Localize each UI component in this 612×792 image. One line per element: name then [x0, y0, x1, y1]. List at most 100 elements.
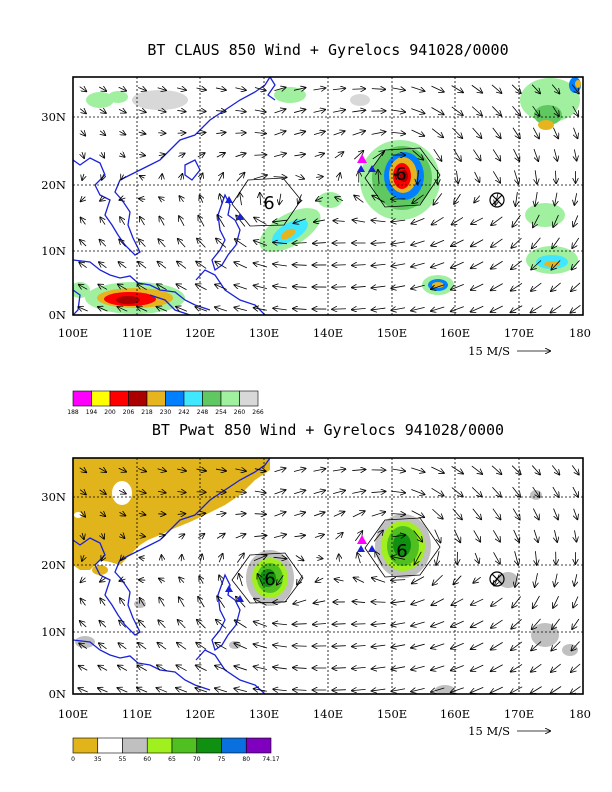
- wind-arrow: [535, 573, 538, 587]
- wind-arrow: [216, 492, 226, 493]
- wind-arrow: [456, 170, 458, 183]
- wind-arrow: [339, 554, 340, 562]
- wind-arrow: [391, 286, 406, 289]
- wind-arrow: [391, 557, 406, 560]
- wind-arrow: [279, 193, 281, 205]
- wind-arrow: [411, 510, 424, 517]
- xtick-label: 100E: [58, 326, 88, 340]
- wind-arrow: [79, 468, 87, 473]
- wind-arrow: [452, 127, 462, 138]
- colorbar-tick-label: 35: [94, 756, 102, 763]
- wind-arrow: [294, 512, 305, 515]
- wind-arrow: [431, 284, 445, 289]
- wind-arrow: [431, 621, 445, 626]
- wind-arrow: [254, 88, 266, 91]
- colorbar-tick-label: 188: [67, 409, 79, 416]
- xtick-label: 140E: [313, 326, 343, 340]
- wind-arrow: [254, 599, 267, 606]
- wind-arrow: [572, 237, 580, 248]
- wind-arrow: [215, 666, 227, 671]
- wind-arrow: [101, 152, 104, 157]
- wind-arrow: [158, 133, 165, 134]
- wind-arrow: [391, 469, 405, 471]
- colorbar-tick-label: 200: [104, 409, 116, 416]
- wind-arrow: [391, 514, 405, 515]
- wind-arrow: [293, 287, 307, 288]
- wind-arrow: [158, 239, 166, 248]
- wind-arrow: [293, 646, 307, 647]
- wind-arrow: [216, 513, 225, 515]
- wind-arrow: [158, 154, 165, 155]
- wind-arrow: [314, 220, 325, 222]
- wind-arrow: [120, 153, 125, 157]
- wind-arrow: [491, 686, 503, 693]
- blue-triangle-icon: [368, 165, 376, 172]
- wind-arrow: [80, 240, 87, 247]
- wind-arrow: [79, 87, 87, 92]
- wind-arrow: [138, 284, 147, 291]
- wind-arrow: [411, 108, 424, 114]
- wind-arrow: [99, 109, 106, 113]
- wind-arrow: [571, 663, 581, 672]
- colorbar-swatch: [239, 390, 259, 407]
- wind-arrow: [179, 196, 183, 203]
- pwat-shading: [73, 458, 578, 694]
- wind-arrow: [452, 217, 464, 224]
- wind-arrow: [472, 508, 481, 520]
- xtick-label: 110E: [122, 707, 152, 721]
- wind-arrow: [471, 465, 482, 474]
- wind-arrow: [492, 149, 500, 160]
- wind-arrow: [118, 688, 128, 692]
- wind-arrow: [535, 170, 537, 183]
- wind-arrow: [512, 508, 520, 520]
- wind-arrow: [216, 111, 226, 112]
- wind-arrow: [240, 193, 242, 206]
- colorbar-tick-label: 80: [242, 756, 250, 763]
- blue-triangle-icon: [236, 595, 244, 602]
- wind-arrow: [81, 197, 86, 202]
- wind-arrow: [432, 508, 442, 518]
- wind-arrow: [372, 308, 386, 310]
- wind-arrow: [433, 148, 442, 161]
- wind-arrow: [236, 173, 245, 182]
- wind-arrow: [293, 243, 307, 244]
- wind-arrow: [81, 511, 85, 516]
- wind-arrow: [274, 512, 285, 517]
- wind-arrow: [118, 666, 128, 671]
- wind-arrow: [531, 663, 542, 672]
- wind-arrow: [119, 262, 127, 269]
- wind-arrow: [235, 239, 247, 248]
- wind-arrow: [119, 579, 126, 581]
- wind-arrow: [375, 552, 383, 565]
- wind-arrow: [100, 598, 105, 606]
- wind-arrow: [513, 148, 519, 161]
- wind-arrow: [532, 508, 539, 520]
- wind-arrow: [274, 490, 286, 494]
- wind-arrow: [434, 529, 441, 543]
- wind-arrow: [391, 242, 406, 244]
- wind-arrow: [158, 535, 165, 537]
- wind-arrow: [411, 467, 424, 472]
- wind-arrow: [431, 262, 445, 268]
- wind-arrow: [511, 664, 523, 671]
- wind-arrow: [451, 106, 463, 115]
- wind-arrow: [99, 643, 107, 650]
- wind-arrow: [178, 153, 184, 156]
- wind-arrow: [254, 241, 267, 246]
- xtick-label: 170E: [504, 707, 534, 721]
- wind-arrow: [471, 305, 484, 311]
- wind-arrow: [491, 664, 503, 671]
- wind-arrow: [196, 492, 206, 493]
- wind-arrow: [273, 534, 286, 537]
- wind-arrow: [81, 599, 86, 606]
- wind-arrow: [273, 153, 286, 156]
- wind-arrow: [551, 641, 561, 651]
- wind-arrow: [532, 105, 540, 116]
- wind-arrow: [555, 170, 556, 183]
- wind-arrow: [273, 286, 287, 288]
- wind-arrow: [82, 173, 84, 180]
- wind-arrow: [395, 174, 402, 181]
- wind-arrow: [297, 575, 303, 584]
- colorbar-tick-label: 65: [168, 756, 176, 763]
- wind-arrow: [352, 624, 366, 625]
